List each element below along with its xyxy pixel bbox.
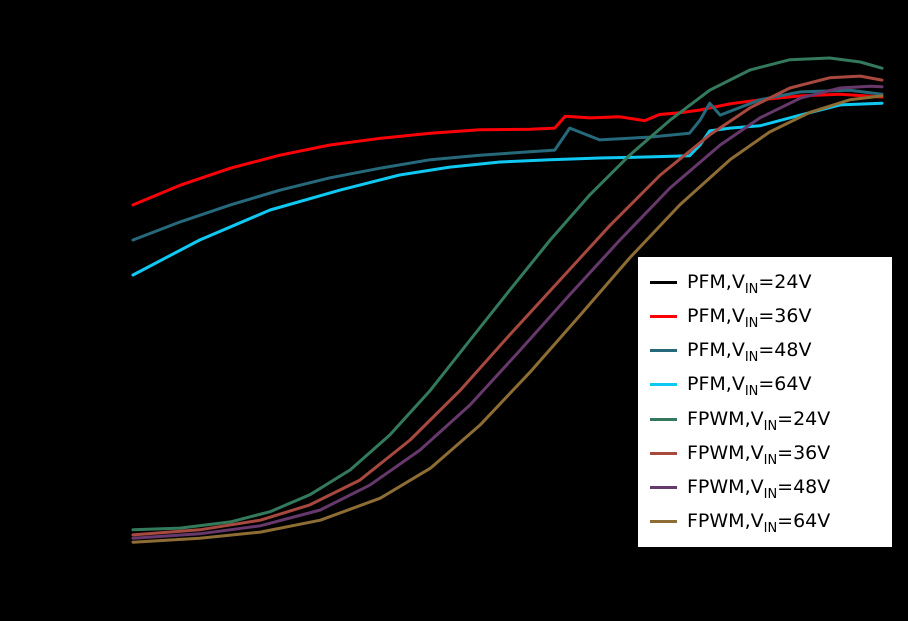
series-line-fpwm-vin-64v [131,94,884,544]
legend-label: FPWM,VIN=24V [687,407,831,434]
legend-entry-pfm-24v: PFM,VIN=24V [650,266,880,299]
series-line-fpwm-vin-48v [131,84,884,540]
legend-line-swatch [650,349,677,353]
legend-entry-fpwm-64v: FPWM,VIN=64V [650,505,880,538]
legend-label: FPWM,VIN=36V [687,441,831,468]
legend-line-swatch [650,485,677,489]
series-line-pfm-vin-64v [131,101,884,277]
legend-line-swatch [650,383,677,387]
legend-entry-pfm-64v: PFM,VIN=64V [650,368,880,401]
legend-entry-fpwm-24v: FPWM,VIN=24V [650,403,880,436]
legend-label: PFM,VIN=64V [687,373,812,400]
legend-label: FPWM,VIN=64V [687,509,831,536]
legend-label: PFM,VIN=24V [687,271,812,297]
chart-legend: PFM,VIN=24V PFM,VIN=36V PFM,VIN=48V PFM,… [637,256,893,548]
series-line-pfm-vin-48v [131,88,884,242]
legend-entry-pfm-48v: PFM,VIN=48V [650,334,880,367]
series-line-fpwm-vin-36v [131,74,884,537]
legend-label: PFM,VIN=36V [687,305,812,331]
legend-label: FPWM,VIN=48V [687,475,831,502]
series-line-pfm-vin-24v [131,84,884,193]
legend-line-swatch [650,451,677,455]
legend-entry-fpwm-48v: FPWM,VIN=48V [650,471,880,504]
legend-entry-pfm-36v: PFM,VIN=36V [650,300,880,333]
series-line-pfm-vin-36v [131,92,884,207]
legend-line-swatch [650,417,677,421]
legend-line-swatch [650,315,677,319]
legend-entry-fpwm-36v: FPWM,VIN=36V [650,437,880,470]
series-line-fpwm-vin-24v [131,56,884,532]
legend-line-swatch [650,519,677,523]
legend-line-swatch [650,281,677,284]
legend-label: PFM,VIN=48V [687,339,812,366]
